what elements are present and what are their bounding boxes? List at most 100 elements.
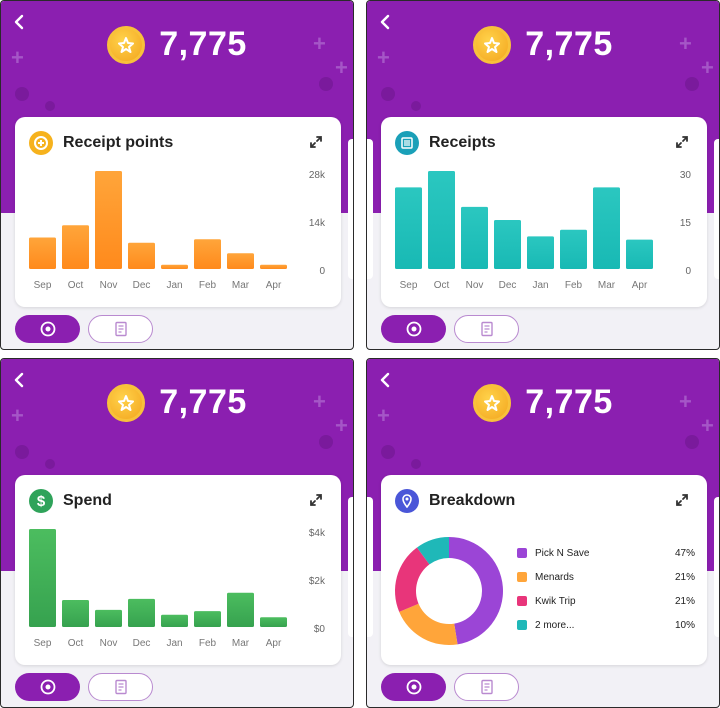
back-chevron-icon[interactable] (13, 13, 31, 35)
receipt-tab-icon (480, 679, 493, 695)
bottom-tabs (15, 315, 153, 343)
legend-percent: 47% (674, 547, 695, 559)
receipt-tab-icon (114, 321, 127, 337)
chart-card: $ Spend Sep Oct Nov Dec Jan Feb Mar Apr $4k $2k $0 (15, 475, 341, 665)
donut-slice[interactable] (416, 537, 449, 565)
plus-decoration-icon: + (11, 45, 24, 70)
expand-icon[interactable] (309, 135, 325, 151)
dollar-icon: $ (29, 489, 53, 513)
expand-icon[interactable] (675, 493, 691, 509)
bar-sep[interactable] (29, 237, 56, 270)
y-tick-label: $4k (309, 528, 326, 539)
bar-oct[interactable] (62, 225, 89, 269)
x-tick-label: Jan (166, 638, 182, 649)
plus-decoration-icon: + (701, 55, 714, 80)
dot-decoration (15, 87, 29, 101)
bar-jan[interactable] (161, 614, 188, 627)
legend-percent: 21% (674, 595, 695, 607)
points-balance: 7,775 (367, 383, 719, 422)
bar-oct[interactable] (428, 171, 455, 269)
y-tick-label: 14k (309, 218, 326, 229)
receipts-tab[interactable] (454, 673, 519, 701)
y-tick-label: $0 (314, 624, 326, 635)
dot-decoration (685, 435, 699, 449)
card-title-text: Spend (63, 492, 112, 509)
dot-decoration (319, 77, 333, 91)
bar-nov[interactable] (95, 171, 122, 269)
receipt-tab-icon (480, 321, 493, 337)
receipts-tab[interactable] (88, 315, 153, 343)
legend-label: Menards (535, 571, 574, 583)
legend-swatch (517, 620, 527, 630)
bar-nov[interactable] (95, 609, 122, 627)
donut-slice[interactable] (449, 537, 503, 645)
y-tick-label: 0 (685, 266, 691, 277)
receipts-tab[interactable] (88, 673, 153, 701)
dot-decoration (381, 87, 395, 101)
back-chevron-icon[interactable] (379, 13, 397, 35)
bar-feb[interactable] (194, 239, 221, 269)
x-tick-label: Apr (266, 280, 282, 291)
stats-panel: + + + 7,775 $ Spend Sep Oct Nov Dec Jan Feb M (0, 358, 354, 708)
dot-decoration (15, 445, 29, 459)
back-chevron-icon[interactable] (379, 371, 397, 393)
points-value: 7,775 (525, 383, 613, 421)
coin-icon (107, 25, 146, 64)
x-tick-label: Apr (632, 280, 648, 291)
x-tick-label: Nov (100, 280, 118, 291)
points-value: 7,775 (159, 25, 247, 63)
bar-jan[interactable] (161, 264, 188, 269)
legend-item[interactable]: Pick N Save 47% (517, 541, 695, 565)
expand-icon[interactable] (675, 135, 691, 151)
x-tick-label: Dec (499, 280, 517, 291)
expand-icon[interactable] (309, 493, 325, 509)
bar-apr[interactable] (626, 239, 653, 269)
points-tab[interactable] (15, 315, 80, 343)
points-tab[interactable] (381, 673, 446, 701)
location-pin-icon (395, 489, 419, 513)
next-card-peek (348, 139, 353, 279)
dot-decoration (381, 445, 395, 459)
bar-feb[interactable] (560, 229, 587, 269)
dot-decoration (45, 459, 55, 469)
points-balance: 7,775 (1, 383, 353, 422)
bar-dec[interactable] (128, 242, 155, 269)
legend-item[interactable]: 2 more... 10% (517, 613, 695, 637)
card-title: Receipt points (29, 131, 173, 155)
bar-sep[interactable] (29, 529, 56, 627)
x-tick-label: Feb (199, 280, 217, 291)
bar-oct[interactable] (62, 600, 89, 627)
card-title-text: Receipts (429, 134, 496, 151)
donut-slice[interactable] (395, 547, 430, 612)
bar-mar[interactable] (593, 187, 620, 269)
bar-chart: Sep Oct Nov Dec Jan Feb Mar Apr 30 15 0 (395, 170, 691, 291)
legend-label: Kwik Trip (535, 595, 576, 607)
bottom-tabs (381, 315, 519, 343)
points-tab[interactable] (381, 315, 446, 343)
legend-label: 2 more... (535, 619, 575, 631)
x-tick-label: Sep (34, 280, 52, 291)
bar-mar[interactable] (227, 253, 254, 269)
bar-dec[interactable] (128, 598, 155, 627)
legend-item[interactable]: Menards 21% (517, 565, 695, 589)
coin-tab-icon (40, 321, 55, 337)
points-balance: 7,775 (367, 25, 719, 64)
bar-chart: Sep Oct Nov Dec Jan Feb Mar Apr $4k $2k $0 (29, 528, 326, 649)
bar-apr[interactable] (260, 264, 287, 269)
bar-sep[interactable] (395, 187, 422, 269)
bar-apr[interactable] (260, 617, 287, 627)
bar-jan[interactable] (527, 236, 554, 269)
back-chevron-icon[interactable] (13, 371, 31, 393)
bar-dec[interactable] (494, 220, 521, 269)
points-tab[interactable] (15, 673, 80, 701)
coin-tab-icon (406, 321, 421, 337)
bottom-tabs (381, 673, 519, 701)
donut-slice[interactable] (399, 603, 458, 645)
chart-card: Receipts Sep Oct Nov Dec Jan Feb Mar Apr 30 15 0 (381, 117, 707, 307)
bar-feb[interactable] (194, 611, 221, 627)
bar-nov[interactable] (461, 206, 488, 269)
plus-decoration-icon: + (377, 45, 390, 70)
bar-mar[interactable] (227, 592, 254, 627)
legend-item[interactable]: Kwik Trip 21% (517, 589, 695, 613)
receipts-tab[interactable] (454, 315, 519, 343)
